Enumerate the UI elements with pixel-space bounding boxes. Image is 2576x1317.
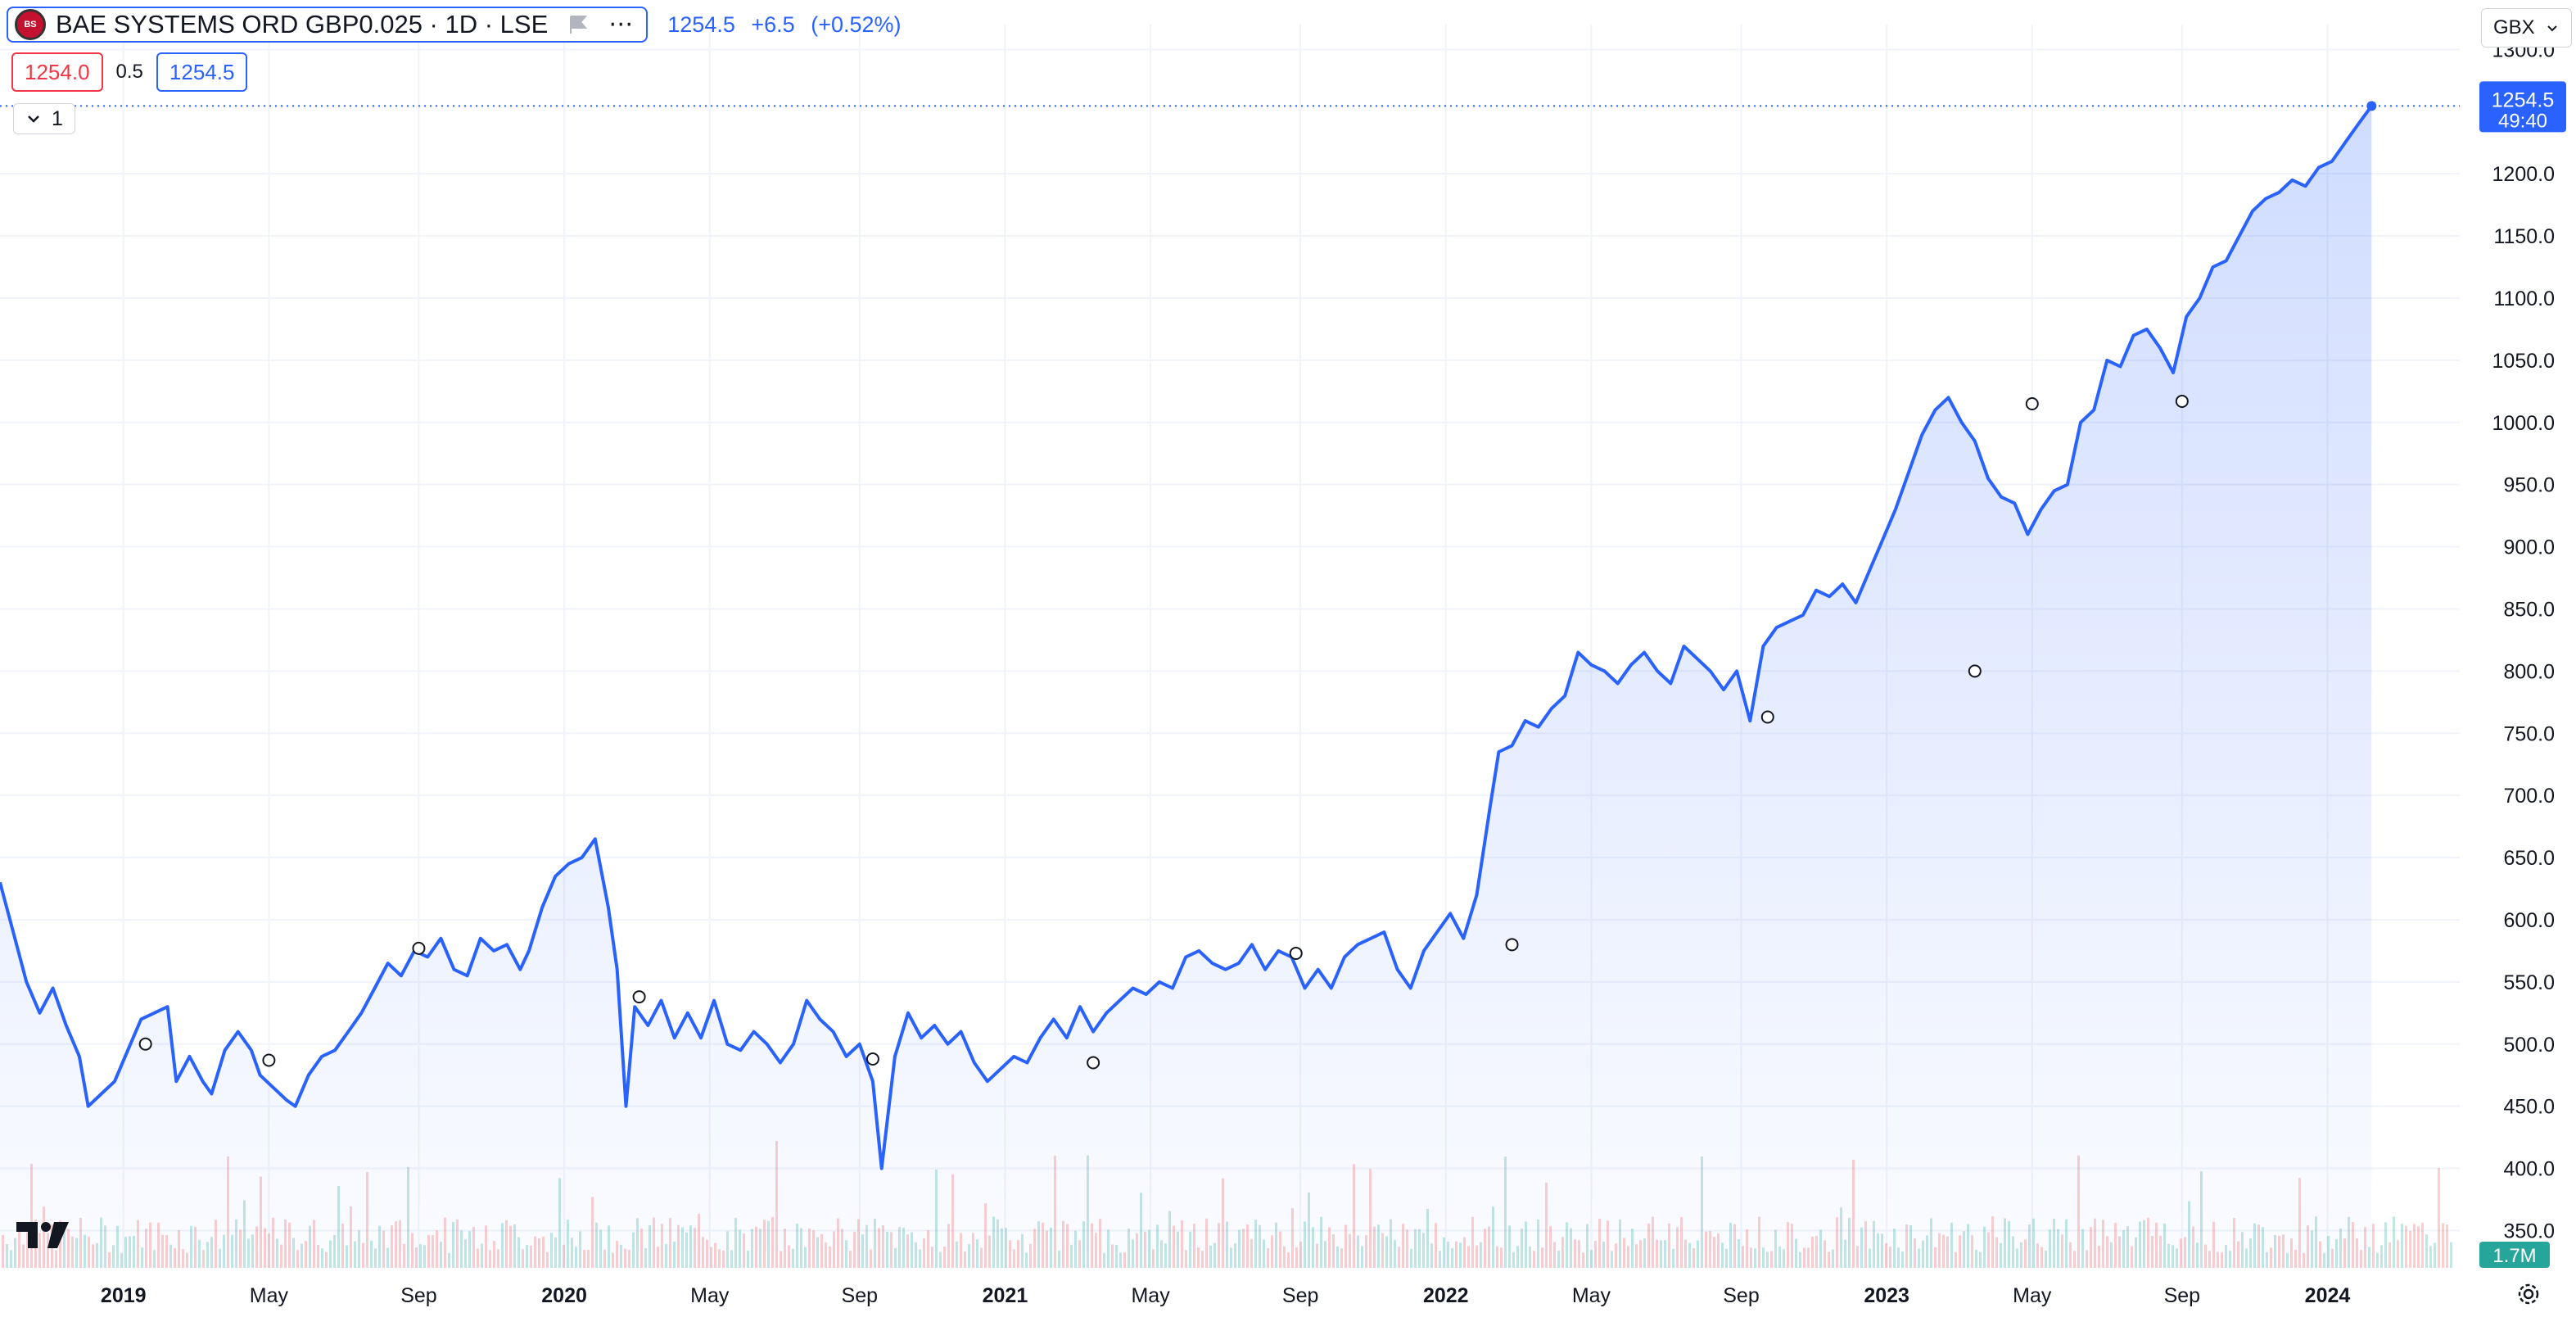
volume-bar	[2442, 1223, 2444, 1268]
event-marker[interactable]	[412, 941, 426, 955]
event-marker[interactable]	[138, 1037, 152, 1051]
y-axis-tick-label: 750.0	[2503, 722, 2555, 745]
volume-bar	[2384, 1222, 2387, 1268]
chart-legend: BS BAE SYSTEMS ORD GBP0.025 · 1D · LSE ⋯…	[7, 7, 911, 43]
x-axis-tick-label: 2022	[1423, 1284, 1469, 1307]
event-marker[interactable]	[1505, 938, 1519, 952]
symbol-title: BAE SYSTEMS ORD GBP0.025 · 1D · LSE	[56, 10, 549, 38]
spread-value: 0.5	[115, 61, 143, 83]
event-marker[interactable]	[2025, 396, 2039, 410]
price-change-pct: (+0.52%)	[811, 11, 902, 37]
y-axis-tick-label: 1100.0	[2493, 287, 2555, 310]
volume-bar	[2417, 1226, 2420, 1268]
volume-bar	[2405, 1225, 2407, 1268]
y-axis-tick-label: 500.0	[2503, 1034, 2555, 1057]
x-axis-tick-label: 2020	[541, 1284, 587, 1307]
event-marker[interactable]	[2175, 394, 2189, 408]
y-axis-tick-label: 1200.0	[2492, 163, 2555, 186]
chevron-down-icon	[28, 115, 39, 123]
volume-bar	[2393, 1216, 2395, 1268]
volume-bar	[2376, 1252, 2379, 1268]
x-axis-tick-label: Sep	[842, 1284, 878, 1307]
bid-price-button[interactable]: 1254.0	[11, 52, 103, 92]
x-axis-tick-label: Sep	[1282, 1284, 1318, 1307]
bid-ask-row: 1254.0 0.5 1254.5	[11, 52, 248, 92]
volume-bar	[2401, 1224, 2403, 1268]
volume-axis-value: 1.7M	[2492, 1245, 2536, 1267]
volume-bar	[2380, 1245, 2383, 1268]
y-axis-tick-label: 600.0	[2503, 909, 2555, 932]
event-marker[interactable]	[1968, 664, 1982, 678]
volume-bar	[2409, 1230, 2411, 1268]
volume-bar	[2446, 1224, 2448, 1268]
last-price-axis-label	[2479, 81, 2566, 133]
volume-bar	[2397, 1240, 2399, 1268]
last-price-point	[2366, 101, 2377, 111]
x-axis-tick-label: Sep	[2164, 1284, 2200, 1307]
event-marker[interactable]	[632, 990, 646, 1004]
currency-selector[interactable]: GBX	[2481, 8, 2572, 48]
y-axis-tick-label: 650.0	[2503, 847, 2555, 870]
volume-bar	[2388, 1242, 2391, 1268]
event-marker[interactable]	[865, 1052, 879, 1066]
volume-bar	[2450, 1242, 2452, 1268]
volume-bar	[2429, 1246, 2432, 1268]
event-marker[interactable]	[262, 1053, 276, 1067]
x-axis-tick-label: 2024	[2305, 1284, 2351, 1307]
flag-icon[interactable]	[567, 14, 589, 35]
x-axis-tick-label: May	[690, 1284, 730, 1307]
last-price: 1254.5	[667, 11, 735, 37]
y-axis-tick-label: 400.0	[2503, 1158, 2555, 1181]
last-price-axis-value: 1254.5	[2492, 88, 2554, 111]
x-axis-tick-label: May	[250, 1284, 289, 1307]
volume-bar	[2413, 1224, 2416, 1268]
x-axis-tick-label: May	[1572, 1284, 1611, 1307]
y-axis-tick-label: 900.0	[2503, 536, 2555, 559]
event-marker[interactable]	[1760, 710, 1774, 724]
x-axis-tick-label: May	[2013, 1284, 2052, 1307]
volume-bar	[2438, 1168, 2440, 1268]
bar-countdown: 49:40	[2498, 110, 2547, 132]
y-axis-tick-label: 850.0	[2503, 598, 2555, 621]
y-axis-tick-label: 350.0	[2503, 1220, 2555, 1242]
event-marker[interactable]	[1087, 1056, 1100, 1070]
indicators-collapse-button[interactable]: 1	[13, 103, 75, 134]
volume-bar	[2421, 1222, 2424, 1268]
x-axis-tick-label: 2021	[983, 1284, 1028, 1307]
symbol-selector[interactable]: BS BAE SYSTEMS ORD GBP0.025 · 1D · LSE ⋯	[7, 7, 649, 43]
y-axis-tick-label: 1000.0	[2492, 412, 2555, 435]
tradingview-logo-icon[interactable]	[16, 1220, 70, 1250]
volume-bar	[2425, 1234, 2428, 1268]
y-axis-tick-label: 950.0	[2503, 474, 2555, 497]
volume-bar	[2434, 1242, 2436, 1268]
event-marker[interactable]	[1289, 946, 1303, 960]
volume-bar	[2372, 1224, 2375, 1268]
y-axis-tick-label: 700.0	[2503, 785, 2555, 808]
price-change: +6.5	[751, 11, 795, 37]
y-axis-tick-label: 450.0	[2503, 1096, 2555, 1119]
chevron-down-icon	[2547, 25, 2557, 32]
y-axis-tick-label: 1150.0	[2493, 225, 2555, 248]
company-logo: BS	[15, 9, 46, 40]
currency-label: GBX	[2493, 16, 2535, 38]
more-icon[interactable]: ⋯	[608, 11, 635, 38]
ask-price-button[interactable]: 1254.5	[156, 52, 248, 92]
indicator-count: 1	[52, 106, 63, 130]
price-line[interactable]	[0, 105, 2373, 1170]
y-axis-tick-label: 550.0	[2503, 971, 2555, 994]
settings-gear-icon[interactable]	[2514, 1279, 2543, 1309]
x-axis-tick-label: Sep	[1723, 1284, 1759, 1307]
y-axis-tick-label: 800.0	[2503, 660, 2555, 683]
x-axis-tick-label: May	[1131, 1284, 1170, 1307]
y-axis-tick-label: 1050.0	[2492, 350, 2555, 373]
price-area-fill	[0, 106, 2372, 1268]
volume-axis-label	[2479, 1242, 2550, 1268]
x-axis-tick-label: 2023	[1864, 1284, 1909, 1307]
price-quote: 1254.5 +6.5 (+0.52%)	[667, 12, 911, 38]
x-axis-tick-label: 2019	[101, 1284, 147, 1307]
x-axis-tick-label: Sep	[400, 1284, 436, 1307]
